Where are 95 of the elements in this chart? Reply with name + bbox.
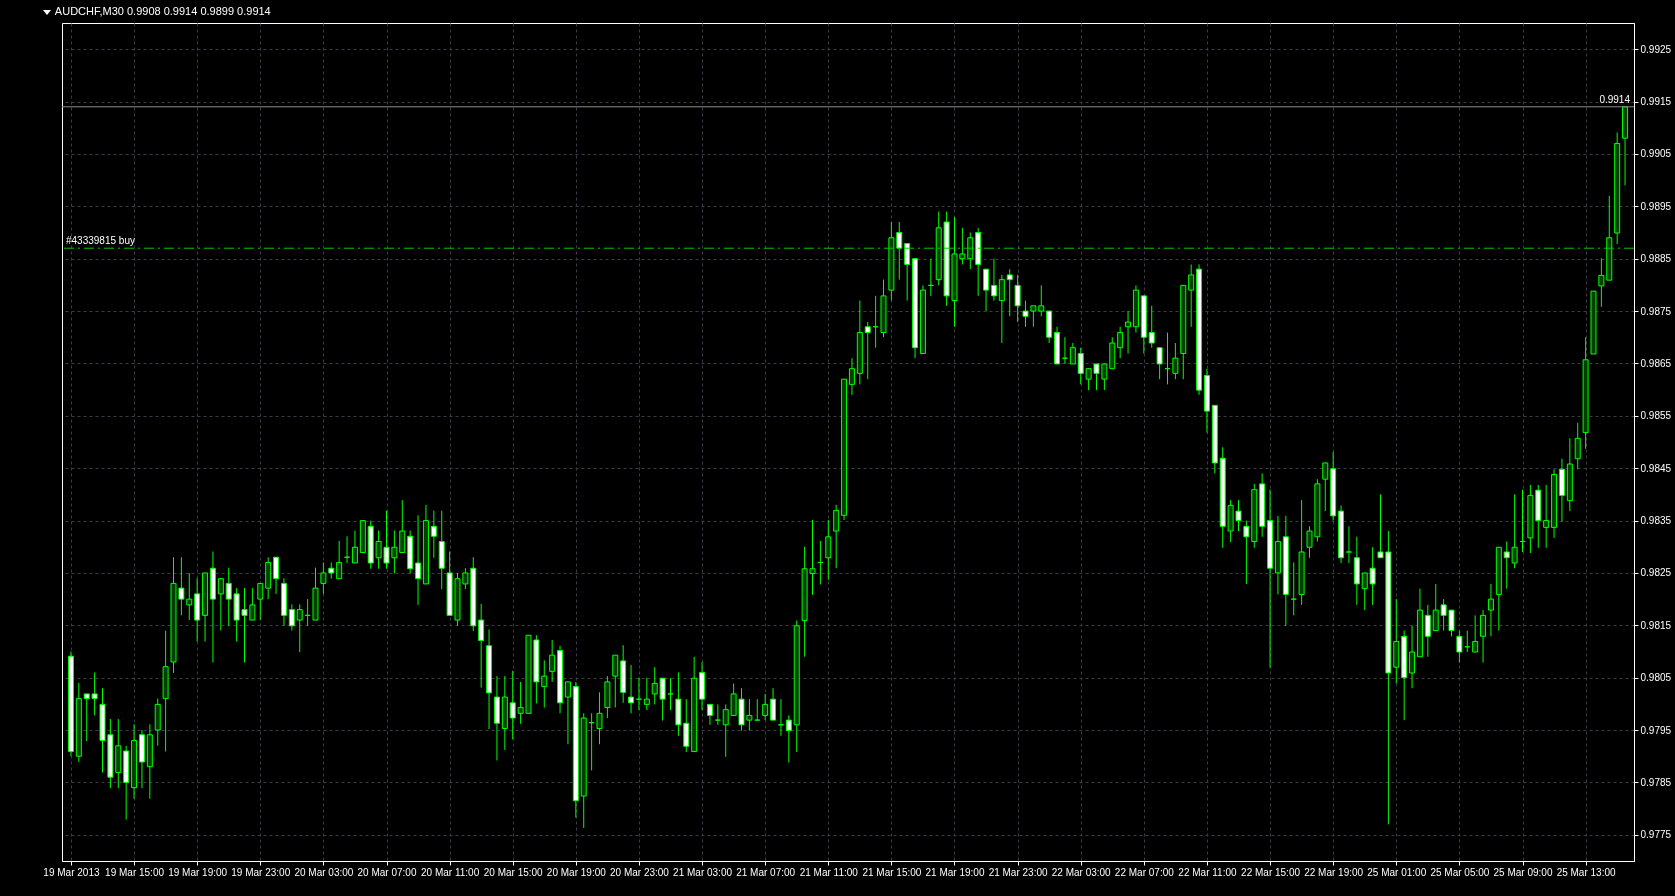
y2-tick-label: 0.9855 — [1640, 410, 1672, 422]
candlestick — [1156, 347, 1163, 380]
candlestick — [430, 510, 437, 559]
x-tick-label: 22 Mar 07:00 — [1114, 866, 1175, 878]
candlestick — [415, 514, 422, 606]
x-tick-label: 21 Mar 15:00 — [862, 866, 922, 878]
candlestick — [273, 556, 280, 595]
y2-tick-label: 0.9835 — [1640, 515, 1672, 527]
y2-tick-label: 0.9815 — [1640, 619, 1672, 631]
y2-tick-label: 0.9865 — [1640, 357, 1672, 369]
candlestick — [983, 268, 990, 312]
y2-tick-label: 0.9885 — [1640, 253, 1672, 265]
x-tick-label: 20 Mar 19:00 — [546, 866, 607, 878]
candlestick — [1424, 604, 1431, 658]
candlestick — [1574, 422, 1581, 470]
x-tick-label: 21 Mar 03:00 — [673, 866, 733, 878]
candlestick — [564, 681, 571, 745]
candlestick — [336, 540, 343, 580]
candlestick — [1148, 305, 1155, 349]
candlestick — [296, 603, 303, 653]
candlestick — [1290, 561, 1297, 616]
x-tick-label: 20 Mar 07:00 — [357, 866, 417, 878]
x-tick-label: 20 Mar 11:00 — [421, 866, 480, 878]
x-tick-label: 19 Mar 2013 — [43, 866, 100, 878]
x-tick-label: 20 Mar 15:00 — [483, 866, 544, 878]
candlestick — [628, 664, 635, 714]
x-tick-label: 25 Mar 09:00 — [1493, 866, 1553, 878]
candlestick — [612, 654, 619, 709]
candlestick — [478, 603, 485, 689]
candlestick — [990, 258, 997, 302]
x-tick-label: 20 Mar 03:00 — [294, 866, 354, 878]
candlestick — [785, 714, 792, 764]
candlestick — [549, 639, 556, 683]
candlestick — [825, 519, 832, 581]
candlestick — [1188, 263, 1195, 328]
candlestick — [1543, 484, 1550, 549]
candlestick — [1014, 274, 1021, 323]
y2-tick-label: 0.9925 — [1640, 43, 1672, 55]
candlestick — [1069, 342, 1076, 365]
y2-tick-label: 0.9785 — [1640, 776, 1672, 788]
candlestick — [770, 687, 777, 721]
x-tick-label: 22 Mar 03:00 — [1051, 866, 1112, 878]
y2-tick-label: 0.9805 — [1640, 672, 1672, 684]
x-tick-label: 25 Mar 13:00 — [1556, 866, 1617, 878]
candlestick — [643, 677, 650, 711]
candlestick — [351, 530, 358, 564]
x-tick-label: 19 Mar 23:00 — [231, 866, 291, 878]
candlestick — [864, 321, 871, 380]
y2-tick-label: 0.9875 — [1640, 305, 1672, 317]
candlestick — [667, 677, 674, 711]
chart-title: AUDCHF,M30 0.9908 0.9914 0.9899 0.9914 — [54, 5, 271, 17]
y2-tick-label: 0.9905 — [1640, 148, 1672, 160]
x-tick-label: 22 Mar 11:00 — [1178, 866, 1237, 878]
y2-tick-label: 0.9775 — [1640, 829, 1672, 841]
x-tick-label: 20 Mar 23:00 — [609, 866, 670, 878]
candlestick — [904, 243, 911, 302]
candlestick — [1322, 462, 1329, 512]
candlestick — [1472, 614, 1479, 653]
candlestick — [1345, 525, 1352, 564]
y2-tick-label: 0.9825 — [1640, 567, 1672, 579]
candlestick — [1125, 310, 1132, 354]
y2-tick-label: 0.9845 — [1640, 462, 1672, 474]
candlestick — [754, 698, 761, 721]
x-tick-label: 22 Mar 15:00 — [1241, 866, 1301, 878]
x-tick-label: 19 Mar 15:00 — [105, 866, 165, 878]
candlestick — [833, 504, 840, 569]
x-tick-label: 21 Mar 11:00 — [799, 866, 859, 878]
candlestick — [998, 274, 1005, 344]
candlestick — [714, 703, 721, 726]
ref-line-label: 0.9914 — [1599, 93, 1631, 105]
candlestick — [596, 691, 603, 745]
x-tick-label: 25 Mar 01:00 — [1367, 866, 1427, 878]
candlestick — [1006, 268, 1013, 317]
candlestick — [1487, 583, 1494, 637]
x-tick-label: 19 Mar 19:00 — [168, 866, 228, 878]
candlestick — [1456, 630, 1463, 663]
candlestick — [257, 582, 264, 621]
candlestick — [762, 693, 769, 721]
candlestick — [1409, 625, 1416, 689]
candlestick — [706, 703, 713, 726]
candlestick — [1480, 609, 1487, 663]
candlestick — [848, 357, 855, 396]
ref-line-label: #43339815 buy — [66, 235, 135, 247]
candlestick — [1172, 342, 1179, 380]
y2-tick-label: 0.9795 — [1640, 724, 1672, 736]
candlestick — [217, 578, 224, 632]
x-tick-label: 21 Mar 07:00 — [736, 866, 796, 878]
candlestick — [1117, 326, 1124, 359]
x-tick-label: 22 Mar 19:00 — [1304, 866, 1364, 878]
x-tick-label: 21 Mar 19:00 — [925, 866, 985, 878]
x-tick-label: 21 Mar 23:00 — [988, 866, 1049, 878]
candlestick — [288, 603, 295, 632]
y2-tick-label: 0.9895 — [1640, 200, 1672, 212]
x-tick-label: 25 Mar 05:00 — [1430, 866, 1490, 878]
y2-tick-label: 0.9915 — [1640, 96, 1672, 108]
